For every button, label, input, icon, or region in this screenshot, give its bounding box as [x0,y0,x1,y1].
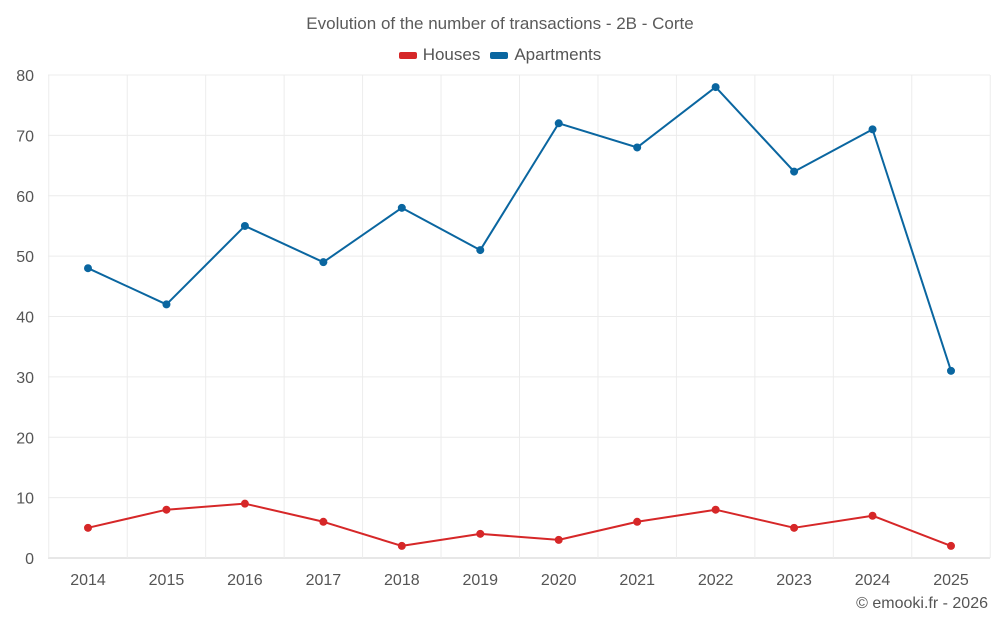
x-tick-label-2017: 2017 [306,572,342,589]
y-tick-label-10: 10 [16,491,34,508]
chart-title: Evolution of the number of transactions … [306,14,694,33]
data-point-houses-2018 [397,541,406,550]
series-line-apartments [87,86,952,372]
legend-swatch-houses [398,51,417,59]
credit-text: © emooki.fr - 2026 [856,595,988,612]
series-line-houses [87,502,952,547]
x-tick-label-2015: 2015 [149,572,185,589]
data-point-apartments-2016 [240,221,249,230]
x-tick-label-2019: 2019 [462,572,498,589]
data-point-apartments-2025 [947,366,955,375]
data-point-houses-2019 [476,529,485,538]
data-point-apartments-2024 [868,125,877,134]
data-point-apartments-2014 [84,264,92,273]
x-tick-label-2025: 2025 [933,572,969,589]
legend: Houses Apartments [0,45,1000,65]
data-point-apartments-2015 [162,300,171,309]
series-group [84,83,955,550]
data-point-houses-2014 [84,523,92,532]
y-tick-label-50: 50 [16,249,34,266]
y-tick-label-70: 70 [16,128,34,145]
y-tick-label-30: 30 [16,370,34,387]
data-point-houses-2020 [554,535,563,544]
y-tick-label-60: 60 [16,189,34,206]
data-point-apartments-2018 [397,203,406,212]
x-tick-label-2016: 2016 [227,572,263,589]
data-point-apartments-2023 [790,167,799,176]
data-point-houses-2023 [790,523,799,532]
legend-label-apartments: Apartments [514,45,602,64]
x-tick-label-2021: 2021 [619,572,655,589]
y-axis: 0 10 20 30 40 50 60 70 80 [16,68,34,568]
legend-label-houses: Houses [422,45,481,64]
data-point-houses-2016 [240,499,249,508]
data-point-apartments-2021 [633,143,642,152]
x-tick-label-2023: 2023 [776,572,812,589]
x-axis: 2014 2015 2016 2017 2018 2019 2020 2021 2022 2023… [70,572,969,589]
y-tick-label-80: 80 [16,68,34,85]
x-tick-label-2022: 2022 [698,572,734,589]
x-tick-label-2024: 2024 [855,572,891,589]
legend-item-apartments[interactable]: Apartments [490,45,601,65]
data-point-houses-2021 [633,517,642,526]
data-point-houses-2024 [868,511,877,520]
y-tick-label-0: 0 [25,551,34,568]
x-tick-label-2020: 2020 [541,572,577,589]
data-point-apartments-2020 [554,119,563,128]
data-point-houses-2015 [162,505,171,514]
data-point-apartments-2019 [476,246,485,255]
legend-item-houses[interactable]: Houses [398,45,481,65]
grid [48,74,991,559]
x-tick-label-2018: 2018 [384,572,420,589]
data-point-houses-2025 [947,541,955,550]
y-tick-label-20: 20 [16,430,34,447]
x-tick-label-2014: 2014 [70,572,106,589]
data-point-apartments-2017 [319,258,328,267]
y-tick-label-40: 40 [16,310,34,327]
data-point-apartments-2022 [711,83,720,92]
data-point-houses-2022 [711,505,720,514]
data-point-houses-2017 [319,517,328,526]
legend-swatch-apartments [490,51,509,59]
